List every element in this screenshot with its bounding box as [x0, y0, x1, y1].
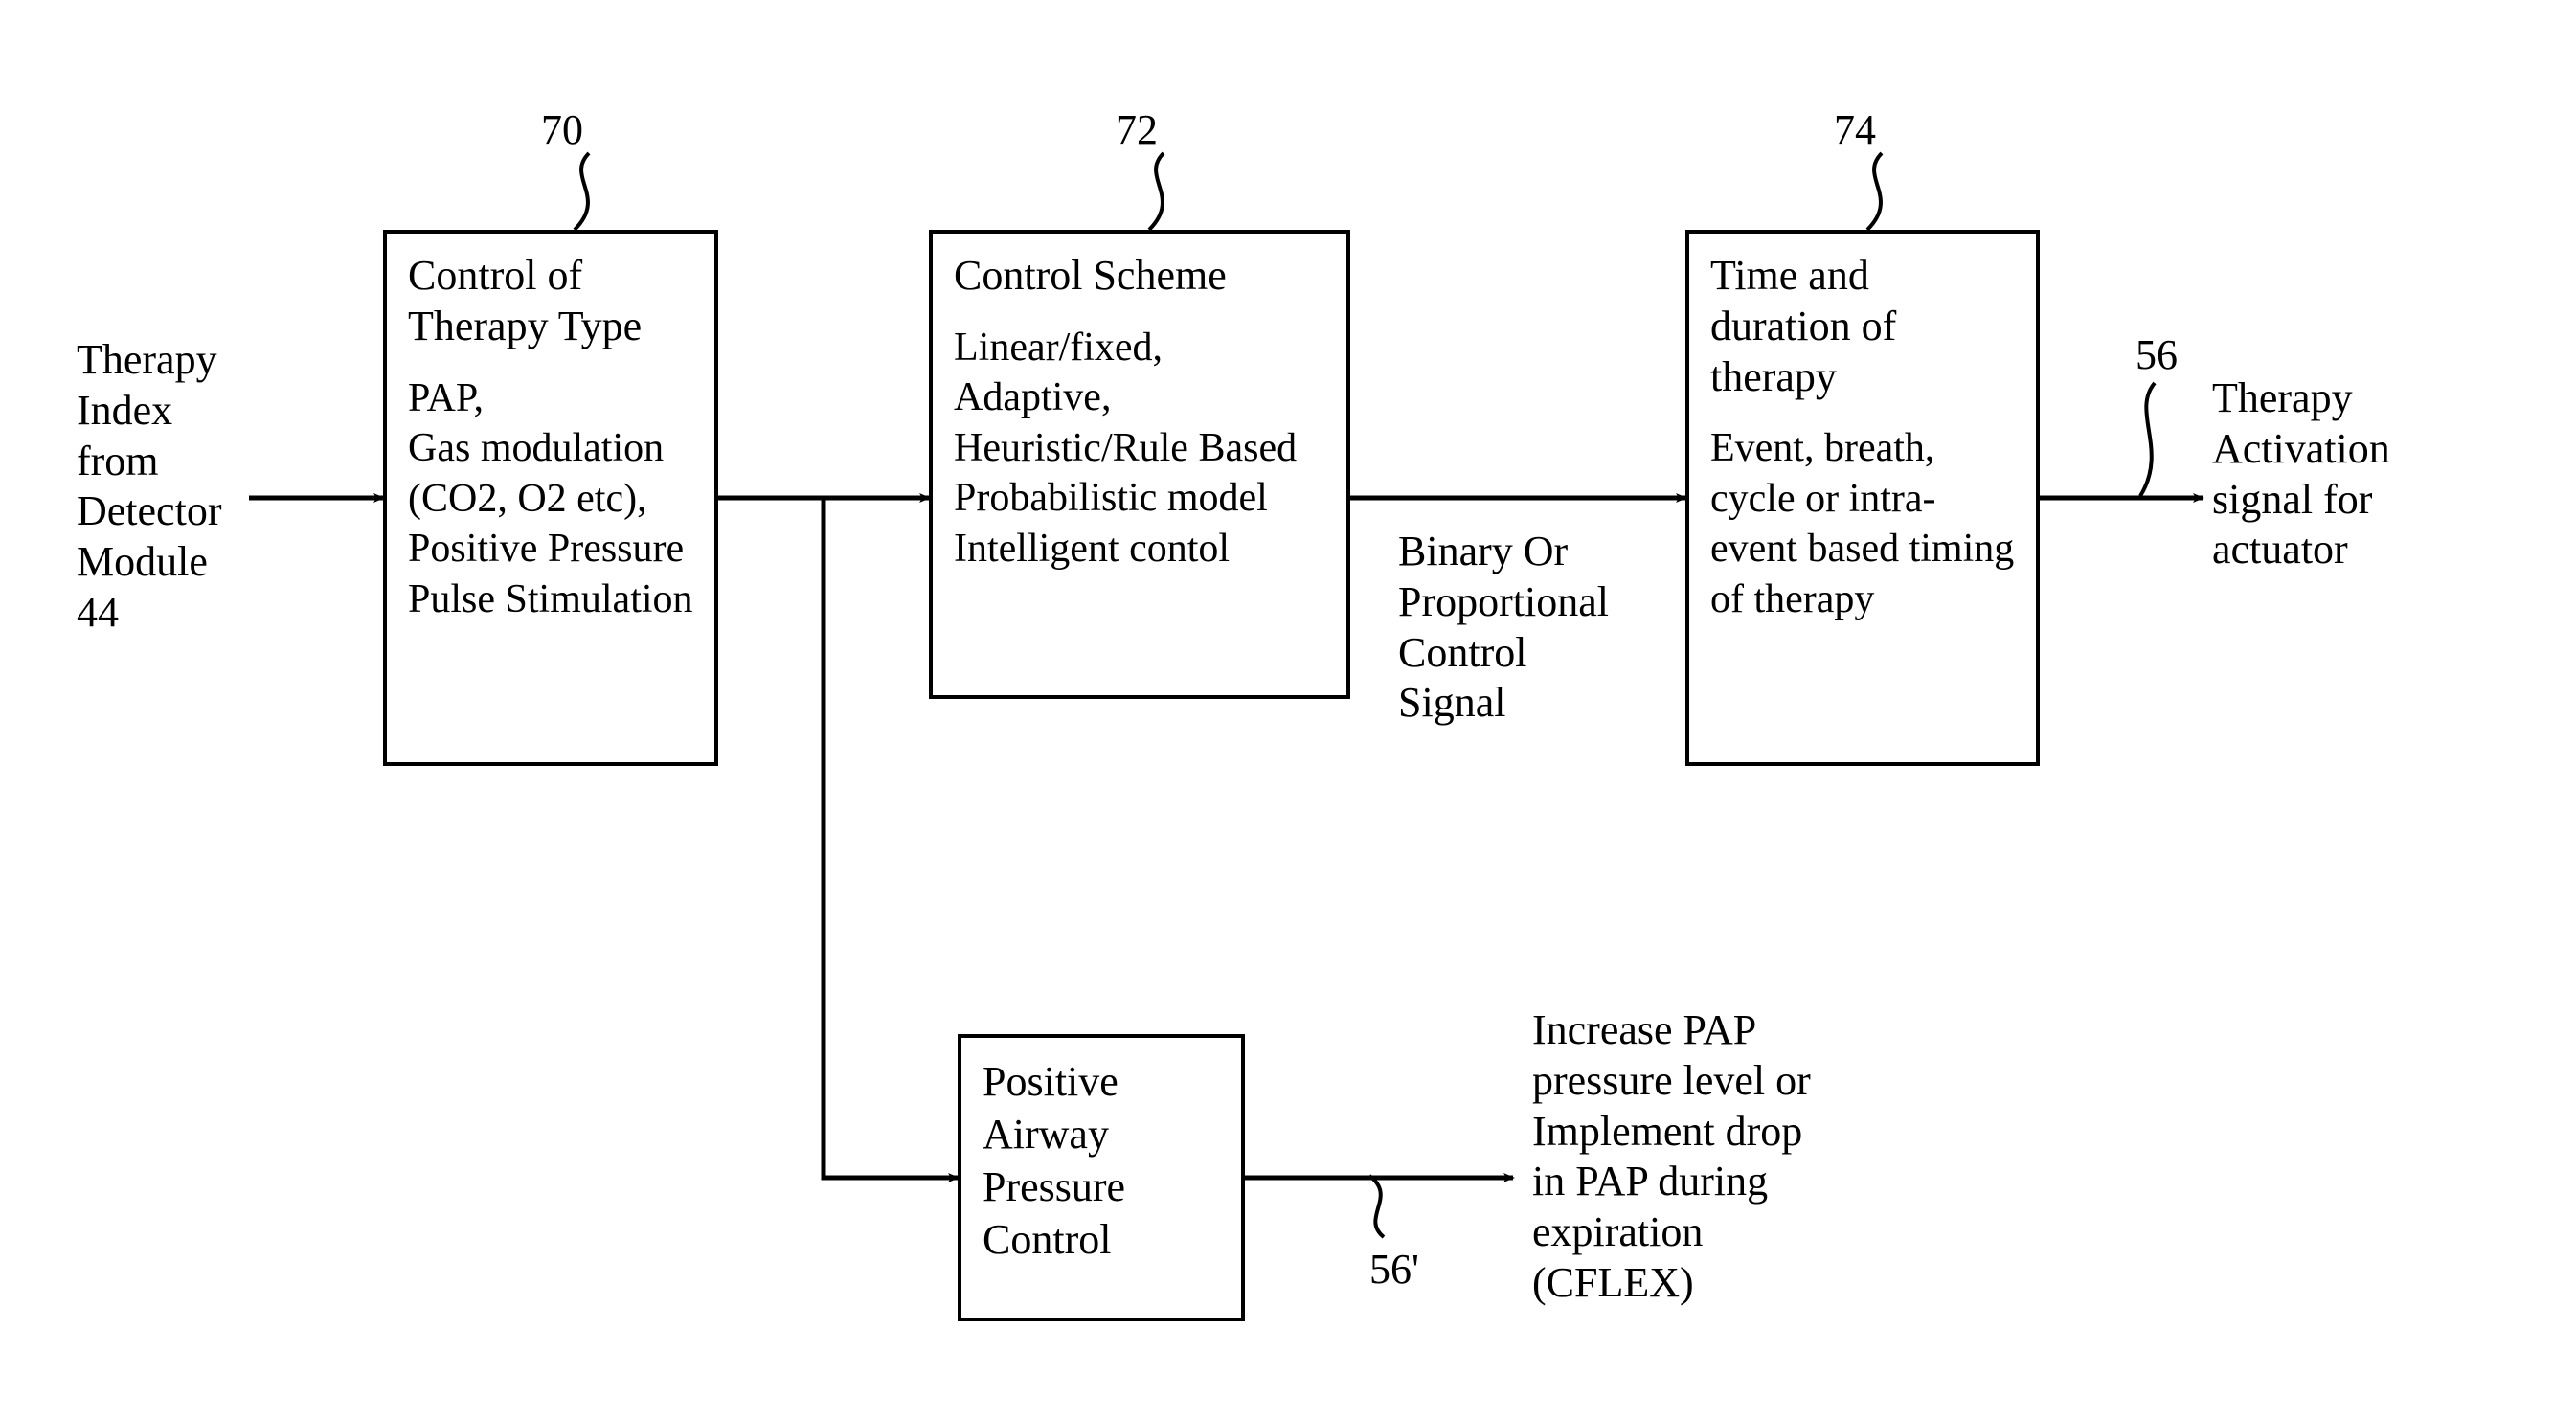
- tick-56p: [1369, 1176, 1384, 1237]
- ref-56p: 56': [1369, 1245, 1419, 1294]
- label-output: Therapy Activation signal for actuator: [2212, 373, 2390, 575]
- ref-72: 72: [1116, 105, 1158, 154]
- ref-70: 70: [541, 105, 583, 154]
- ref-74: 74: [1834, 105, 1876, 154]
- box-control-therapy-type: Control of Therapy Type PAP, Gas modulat…: [383, 230, 718, 766]
- box-body: Positive Airway Pressure Control: [983, 1055, 1220, 1266]
- tick-72: [1149, 153, 1164, 230]
- box-title: Control Scheme: [954, 251, 1325, 302]
- label-mid-signal: Binary Or Proportional Control Signal: [1398, 527, 1609, 729]
- tick-56: [2140, 383, 2155, 496]
- tick-74: [1867, 153, 1882, 230]
- box-body: Linear/fixed, Adaptive, Heuristic/Rule B…: [954, 323, 1325, 574]
- label-pap-output: Increase PAP pressure level or Implement…: [1532, 1005, 1811, 1309]
- box-title: Time and duration of therapy: [1710, 251, 2015, 402]
- box-body: PAP, Gas modulation (CO2, O2 etc), Posit…: [408, 373, 693, 625]
- box-pap-control: Positive Airway Pressure Control: [958, 1034, 1245, 1321]
- label-input: Therapy Index from Detector Module 44: [77, 335, 221, 639]
- box-time-duration: Time and duration of therapy Event, brea…: [1685, 230, 2040, 766]
- ref-56: 56: [2135, 330, 2178, 379]
- box-control-scheme: Control Scheme Linear/fixed, Adaptive, H…: [929, 230, 1350, 699]
- diagram-canvas: Control of Therapy Type PAP, Gas modulat…: [0, 0, 2576, 1419]
- box-body: Event, breath, cycle or intra-event base…: [1710, 423, 2015, 624]
- tick-70: [575, 153, 589, 230]
- box-title: Control of Therapy Type: [408, 251, 693, 352]
